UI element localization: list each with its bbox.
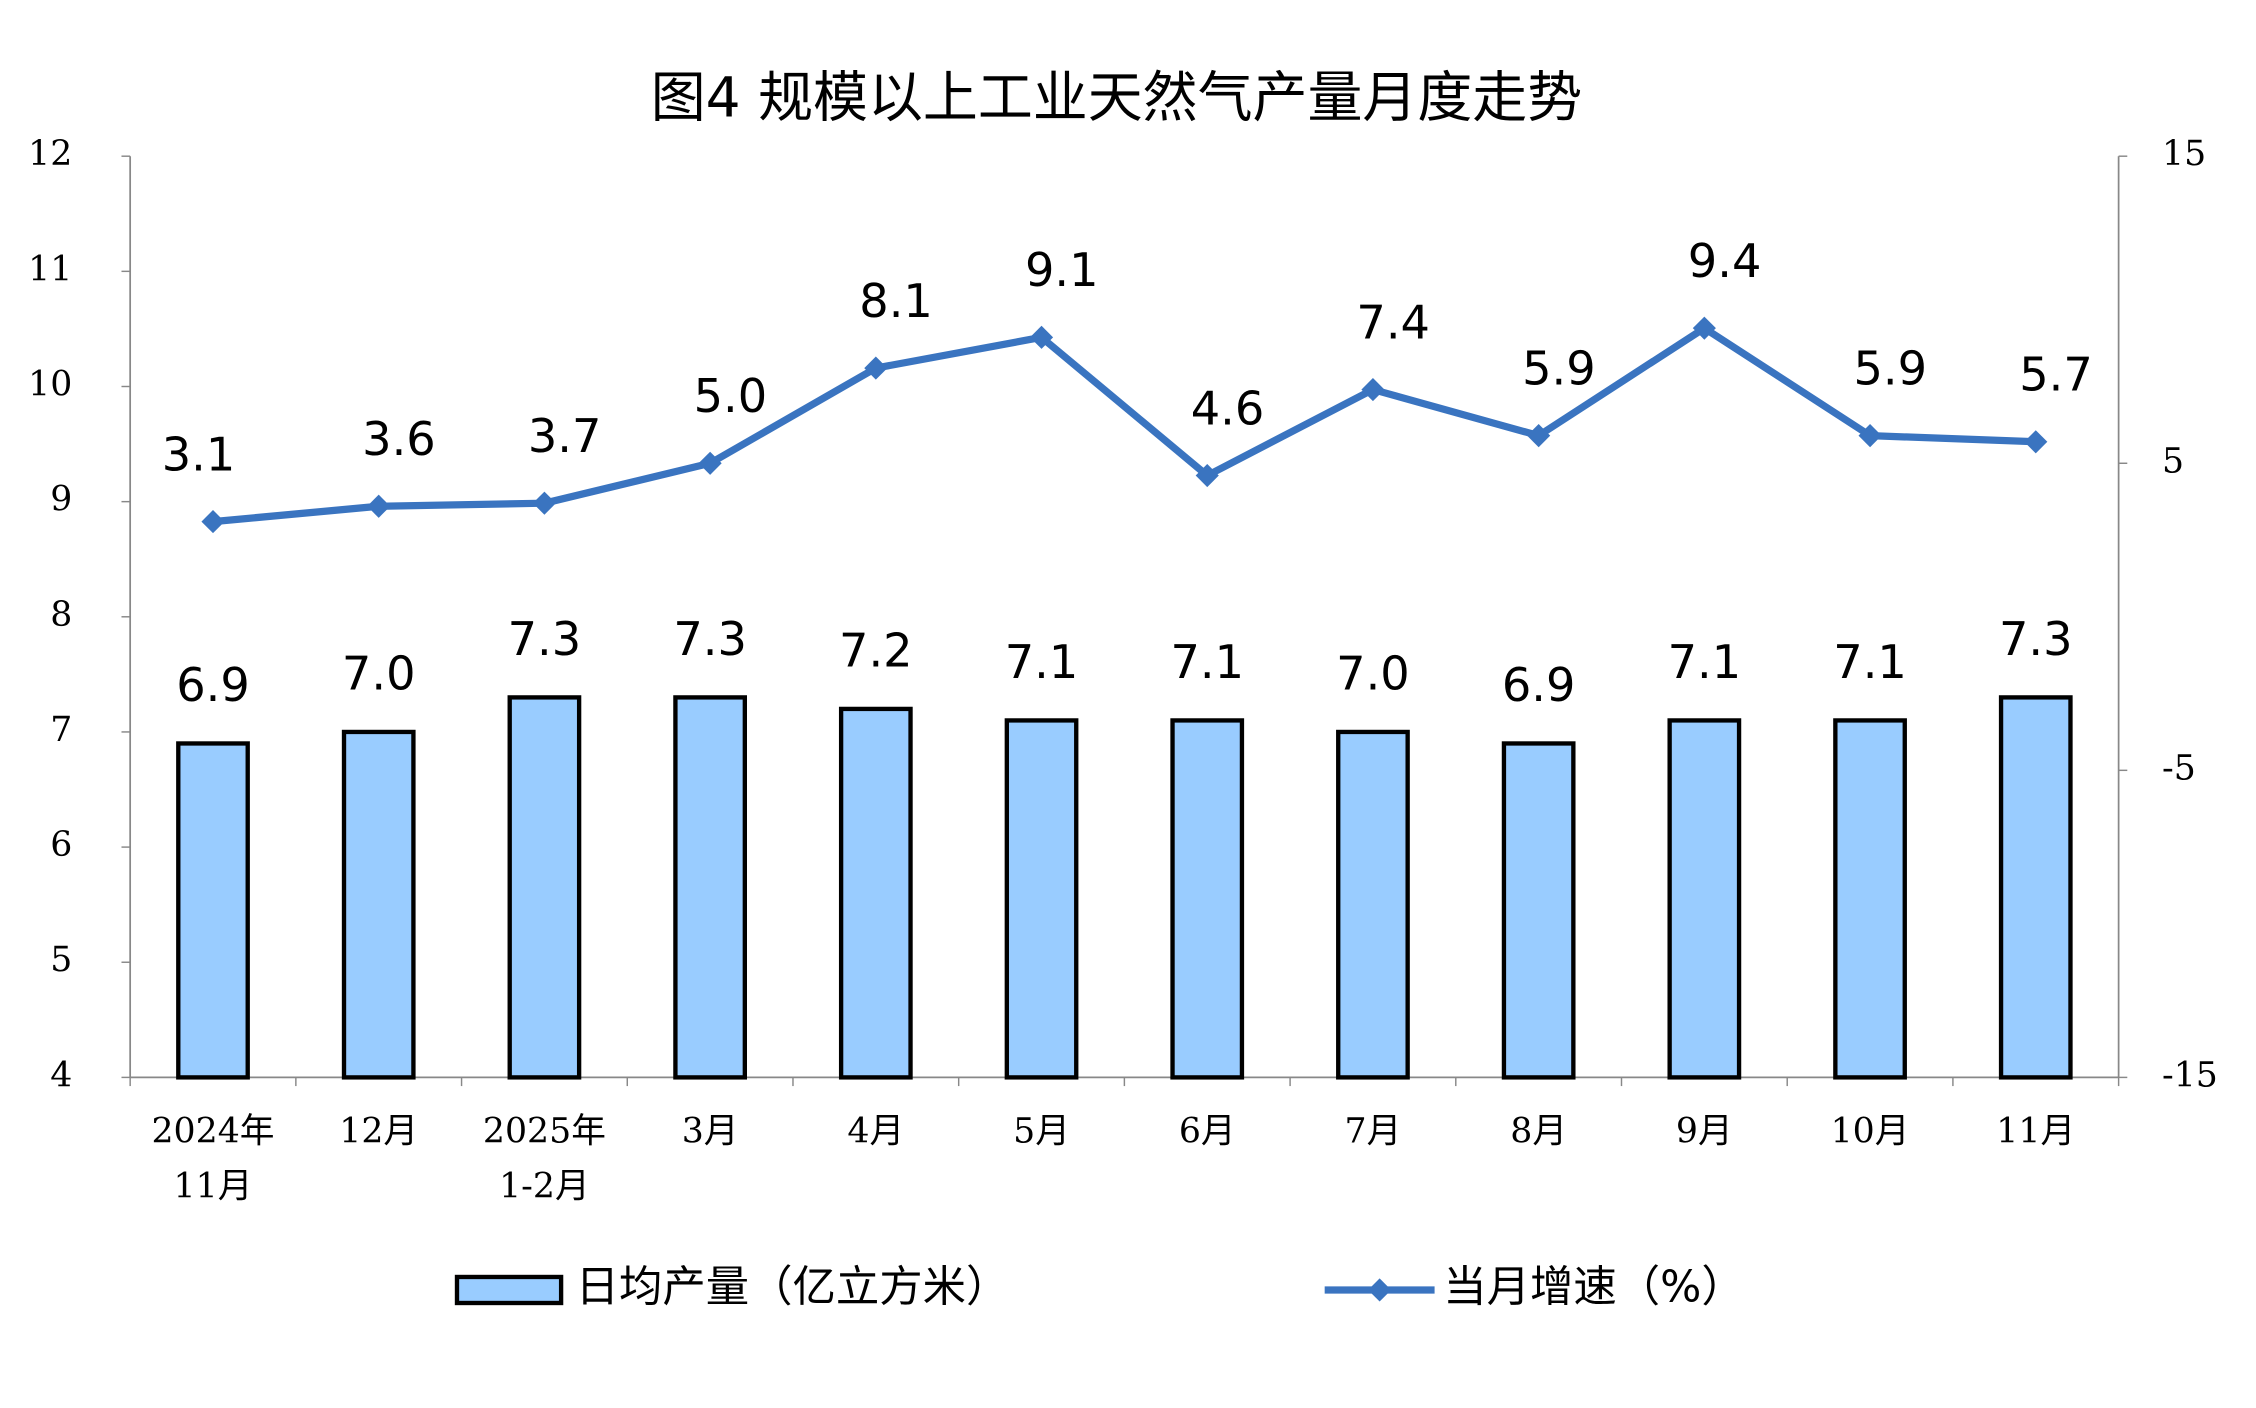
x-tick-label: 5月 xyxy=(1013,1110,1070,1152)
line-value-label: 3.6 xyxy=(362,412,436,466)
line-marker xyxy=(698,451,722,475)
line-value-label: 5.0 xyxy=(694,369,768,423)
x-tick-label-box: 5月 xyxy=(1013,1110,1070,1152)
line xyxy=(212,324,2036,526)
bar-value-label: 6.9 xyxy=(176,658,250,712)
bar-value-label: 7.0 xyxy=(342,646,416,700)
x-tick-label: 8月 xyxy=(1510,1110,1568,1152)
bar xyxy=(1833,718,1907,1080)
line-value-label: 5.9 xyxy=(1854,341,1928,395)
line-value-label: 5.9 xyxy=(1522,341,1596,395)
x-tick-label-box: 6月 xyxy=(1178,1110,1236,1152)
line-value-label: 9.1 xyxy=(1025,243,1099,297)
line-marker xyxy=(864,356,888,380)
bar-value-label: 7.1 xyxy=(1005,635,1079,689)
x-tick-label: 10月 xyxy=(1830,1110,1910,1152)
x-tick-label: 9月 xyxy=(1675,1110,1733,1152)
x-tick-label-box: 8月 xyxy=(1510,1110,1568,1152)
y-tick-label: 6 xyxy=(50,825,72,865)
bar-value-label: 7.1 xyxy=(1170,635,1244,689)
x-tick-label-box: 12月 xyxy=(339,1110,419,1152)
x-tick-label: 4月 xyxy=(847,1110,905,1152)
legend-swatch xyxy=(454,1274,564,1306)
x-tick-label: 2025年 1-2月 xyxy=(482,1110,606,1207)
y-tick-label: 7 xyxy=(50,710,72,750)
x-tick-label: 12月 xyxy=(339,1110,419,1152)
legend-label: 当月增速（%） xyxy=(1443,1262,1744,1312)
bar-value-label: 7.1 xyxy=(1668,635,1742,689)
bar-value-label: 7.2 xyxy=(839,623,913,677)
line-marker xyxy=(1858,424,1882,448)
x-tick-label: 2024年 11月 xyxy=(151,1110,275,1207)
x-tick-label-box: 11月 xyxy=(1996,1110,2076,1152)
x-tick-label: 6月 xyxy=(1178,1110,1236,1152)
x-tick-label-box: 7月 xyxy=(1344,1110,1402,1152)
line-marker xyxy=(2024,430,2048,454)
y-tick-label: 4 xyxy=(50,1055,72,1095)
bar-value-label: 7.3 xyxy=(673,612,747,666)
bar-value-label: 7.0 xyxy=(1336,646,1410,700)
y2-tick-label: 5 xyxy=(2162,441,2184,481)
y-tick-label: 5 xyxy=(50,940,72,980)
x-tick-label-box: 9月 xyxy=(1675,1110,1733,1152)
line-value-label: 7.4 xyxy=(1356,295,1430,349)
line-marker xyxy=(532,491,556,515)
bar-value-label: 7.1 xyxy=(1833,635,1907,689)
x-tick-label: 7月 xyxy=(1344,1110,1402,1152)
x-tick-label-box: 10月 xyxy=(1830,1110,1910,1152)
line-value-label: 5.7 xyxy=(2019,348,2093,402)
bar-value-label: 7.3 xyxy=(1999,612,2073,666)
y-tick-label: 8 xyxy=(50,595,72,635)
x-tick-label-box: 4月 xyxy=(847,1110,905,1152)
y2-tick-label: -5 xyxy=(2162,748,2196,788)
line-value-label: 3.1 xyxy=(162,427,236,481)
y-tick-label: 12 xyxy=(28,134,72,174)
line-marker xyxy=(1195,463,1219,488)
bar xyxy=(1501,741,1576,1080)
bar xyxy=(673,695,747,1080)
y-tick-label: 10 xyxy=(28,364,72,404)
legend-swatch-marker xyxy=(1368,1278,1392,1302)
line-marker xyxy=(1527,424,1551,448)
bar xyxy=(1004,718,1079,1080)
bar-value-label: 6.9 xyxy=(1502,658,1576,712)
legend-label: 日均产量（亿立方米） xyxy=(576,1262,1010,1312)
line-value-label: 8.1 xyxy=(859,274,933,328)
y-tick-label: 11 xyxy=(28,249,72,289)
line-marker xyxy=(1361,377,1385,402)
line-marker xyxy=(201,510,225,534)
y2-tick-label: 15 xyxy=(2162,134,2206,174)
line-value-label: 4.6 xyxy=(1191,381,1265,435)
bar xyxy=(176,741,250,1080)
x-tick-label-box: 3月 xyxy=(681,1110,739,1152)
bar xyxy=(1170,718,1245,1080)
bar xyxy=(1667,718,1742,1080)
line-marker xyxy=(367,494,391,518)
y2-tick-label: -15 xyxy=(2162,1055,2218,1095)
bar-value-label: 7.3 xyxy=(508,612,582,666)
x-tick-label: 11月 xyxy=(1996,1110,2076,1152)
bar xyxy=(1336,729,1410,1080)
x-tick-label-box: 2025年 1-2月 xyxy=(482,1110,606,1207)
bar xyxy=(838,706,913,1080)
chart-title: 图4 规模以上工业天然气产量月度走势 xyxy=(651,65,1582,129)
line-value-label: 3.7 xyxy=(528,409,602,463)
line-value-label: 9.4 xyxy=(1688,234,1762,288)
bar xyxy=(507,695,582,1080)
y-tick-label: 9 xyxy=(50,480,72,520)
x-tick-label-box: 2024年 11月 xyxy=(151,1110,275,1207)
bar xyxy=(341,729,416,1080)
x-tick-label: 3月 xyxy=(681,1110,739,1152)
bar xyxy=(1998,695,2073,1080)
